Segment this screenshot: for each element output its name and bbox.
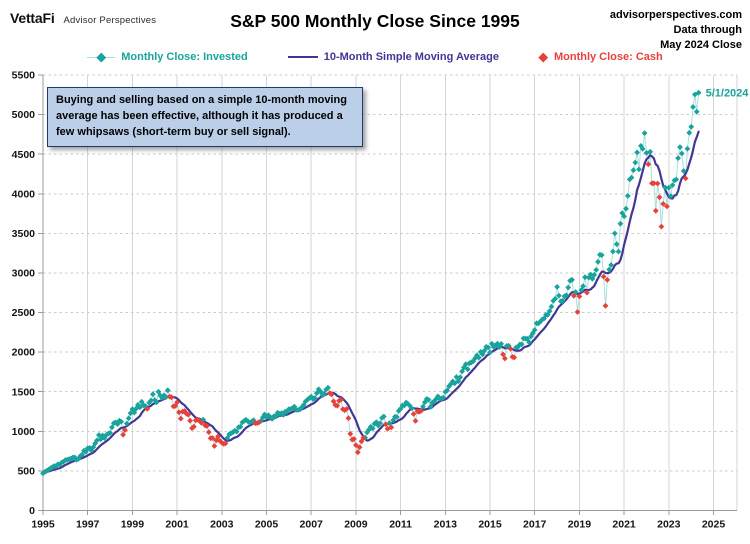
sma-line [41, 130, 700, 475]
svg-text:2015: 2015 [478, 519, 502, 531]
cash-points [120, 161, 689, 456]
page-title: S&P 500 Monthly Close Since 1995 [230, 11, 520, 31]
source-note-line1: Data through [673, 23, 742, 36]
legend-item-sma: 10-Month Simple Moving Average [287, 51, 499, 63]
svg-text:1999: 1999 [121, 519, 145, 531]
svg-text:2007: 2007 [300, 519, 324, 531]
vertical-gridlines [42, 75, 738, 511]
annotation-box: Buying and selling based on a simple 10-… [47, 87, 363, 148]
svg-text:2500: 2500 [12, 307, 36, 319]
axes [38, 74, 737, 515]
legend-item-cash: Monthly Close: Cash [538, 51, 663, 63]
svg-text:2025: 2025 [702, 519, 726, 531]
svg-text:1000: 1000 [12, 426, 36, 438]
svg-text:2000: 2000 [12, 347, 36, 359]
svg-text:4000: 4000 [12, 188, 36, 200]
source-note-line2: May 2024 Close [660, 38, 742, 51]
svg-text:3500: 3500 [12, 228, 36, 240]
source-url: advisorperspectives.com [609, 9, 742, 21]
svg-text:2021: 2021 [612, 519, 636, 531]
svg-text:1997: 1997 [76, 519, 100, 531]
svg-text:2011: 2011 [389, 519, 412, 531]
chart-legend: Monthly Close: Invested 10-Month Simple … [0, 51, 750, 63]
legend-label-invested: Monthly Close: Invested [121, 51, 248, 63]
y-axis-labels: 0 500 1000 1500 2000 2500 3000 3500 4000 4500 5000… [12, 70, 36, 517]
sma-line-icon [287, 55, 318, 59]
svg-text:2023: 2023 [657, 519, 681, 531]
legend-item-invested: Monthly Close: Invested [87, 51, 248, 63]
svg-text:5500: 5500 [12, 70, 36, 82]
invested-points [40, 89, 702, 477]
vettafi-logo: VettaFi [10, 10, 55, 26]
svg-text:2001: 2001 [165, 519, 189, 531]
svg-text:2013: 2013 [434, 519, 458, 531]
legend-label-cash: Monthly Close: Cash [553, 51, 663, 63]
svg-text:5000: 5000 [12, 109, 36, 121]
svg-text:2003: 2003 [210, 519, 234, 531]
svg-text:500: 500 [17, 466, 35, 478]
brand-subtitle: Advisor Perspectives [63, 15, 157, 26]
svg-text:1995: 1995 [31, 519, 55, 531]
svg-text:4500: 4500 [12, 149, 36, 161]
source-info: advisorperspectives.com Data through May… [610, 8, 742, 53]
legend-label-sma: 10-Month Simple Moving Average [323, 51, 499, 63]
svg-text:1500: 1500 [12, 386, 36, 398]
svg-text:2009: 2009 [344, 519, 368, 531]
svg-text:2005: 2005 [255, 519, 279, 531]
monthly-close-connector [42, 92, 700, 474]
svg-text:2019: 2019 [568, 519, 592, 531]
annotation-text: Buying and selling based on a simple 10-… [56, 94, 347, 138]
invested-diamond-icon [87, 52, 116, 62]
svg-text:2017: 2017 [523, 519, 547, 531]
svg-text:3000: 3000 [12, 268, 36, 280]
x-axis-labels: 1995 1997 1999 2001 2003 2005 2007 2009 2011 2013… [31, 519, 725, 531]
brand-block: VettaFi Advisor Perspectives [10, 10, 156, 26]
last-point-label: 5/1/2024 [706, 88, 750, 100]
svg-text:0: 0 [29, 505, 35, 517]
